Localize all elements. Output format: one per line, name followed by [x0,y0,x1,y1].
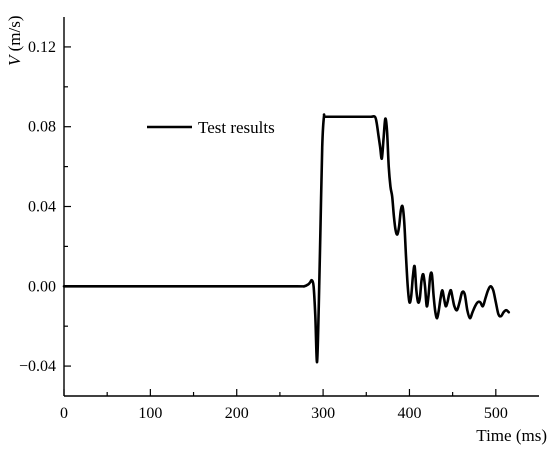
y-axis-variable: V [5,53,24,66]
y-ticks: −0.04 0.00 0.04 0.08 0.12 [19,39,71,375]
x-tick-label: 200 [225,405,249,422]
x-tick-label: 400 [397,405,421,422]
x-tick-label: 0 [60,405,68,422]
y-tick-label: 0.08 [28,119,56,136]
series-line-test-results [62,113,511,364]
legend: Test results [147,118,275,137]
x-ticks: 0 100 200 300 400 500 [60,389,508,422]
x-tick-label: 500 [484,405,508,422]
y-axis-title: V (m/s) [5,15,24,66]
y-axis-unit: (m/s) [5,15,24,55]
x-axis-title: Time (ms) [476,426,547,445]
plot-area [62,113,511,364]
x-tick-label: 100 [138,405,162,422]
y-tick-label: −0.04 [19,358,56,375]
y-tick-label: 0.00 [28,278,56,295]
legend-label: Test results [198,118,275,137]
y-tick-label: 0.12 [28,39,56,56]
x-tick-label: 300 [311,405,335,422]
axes [63,17,539,397]
y-tick-label: 0.04 [28,199,56,216]
